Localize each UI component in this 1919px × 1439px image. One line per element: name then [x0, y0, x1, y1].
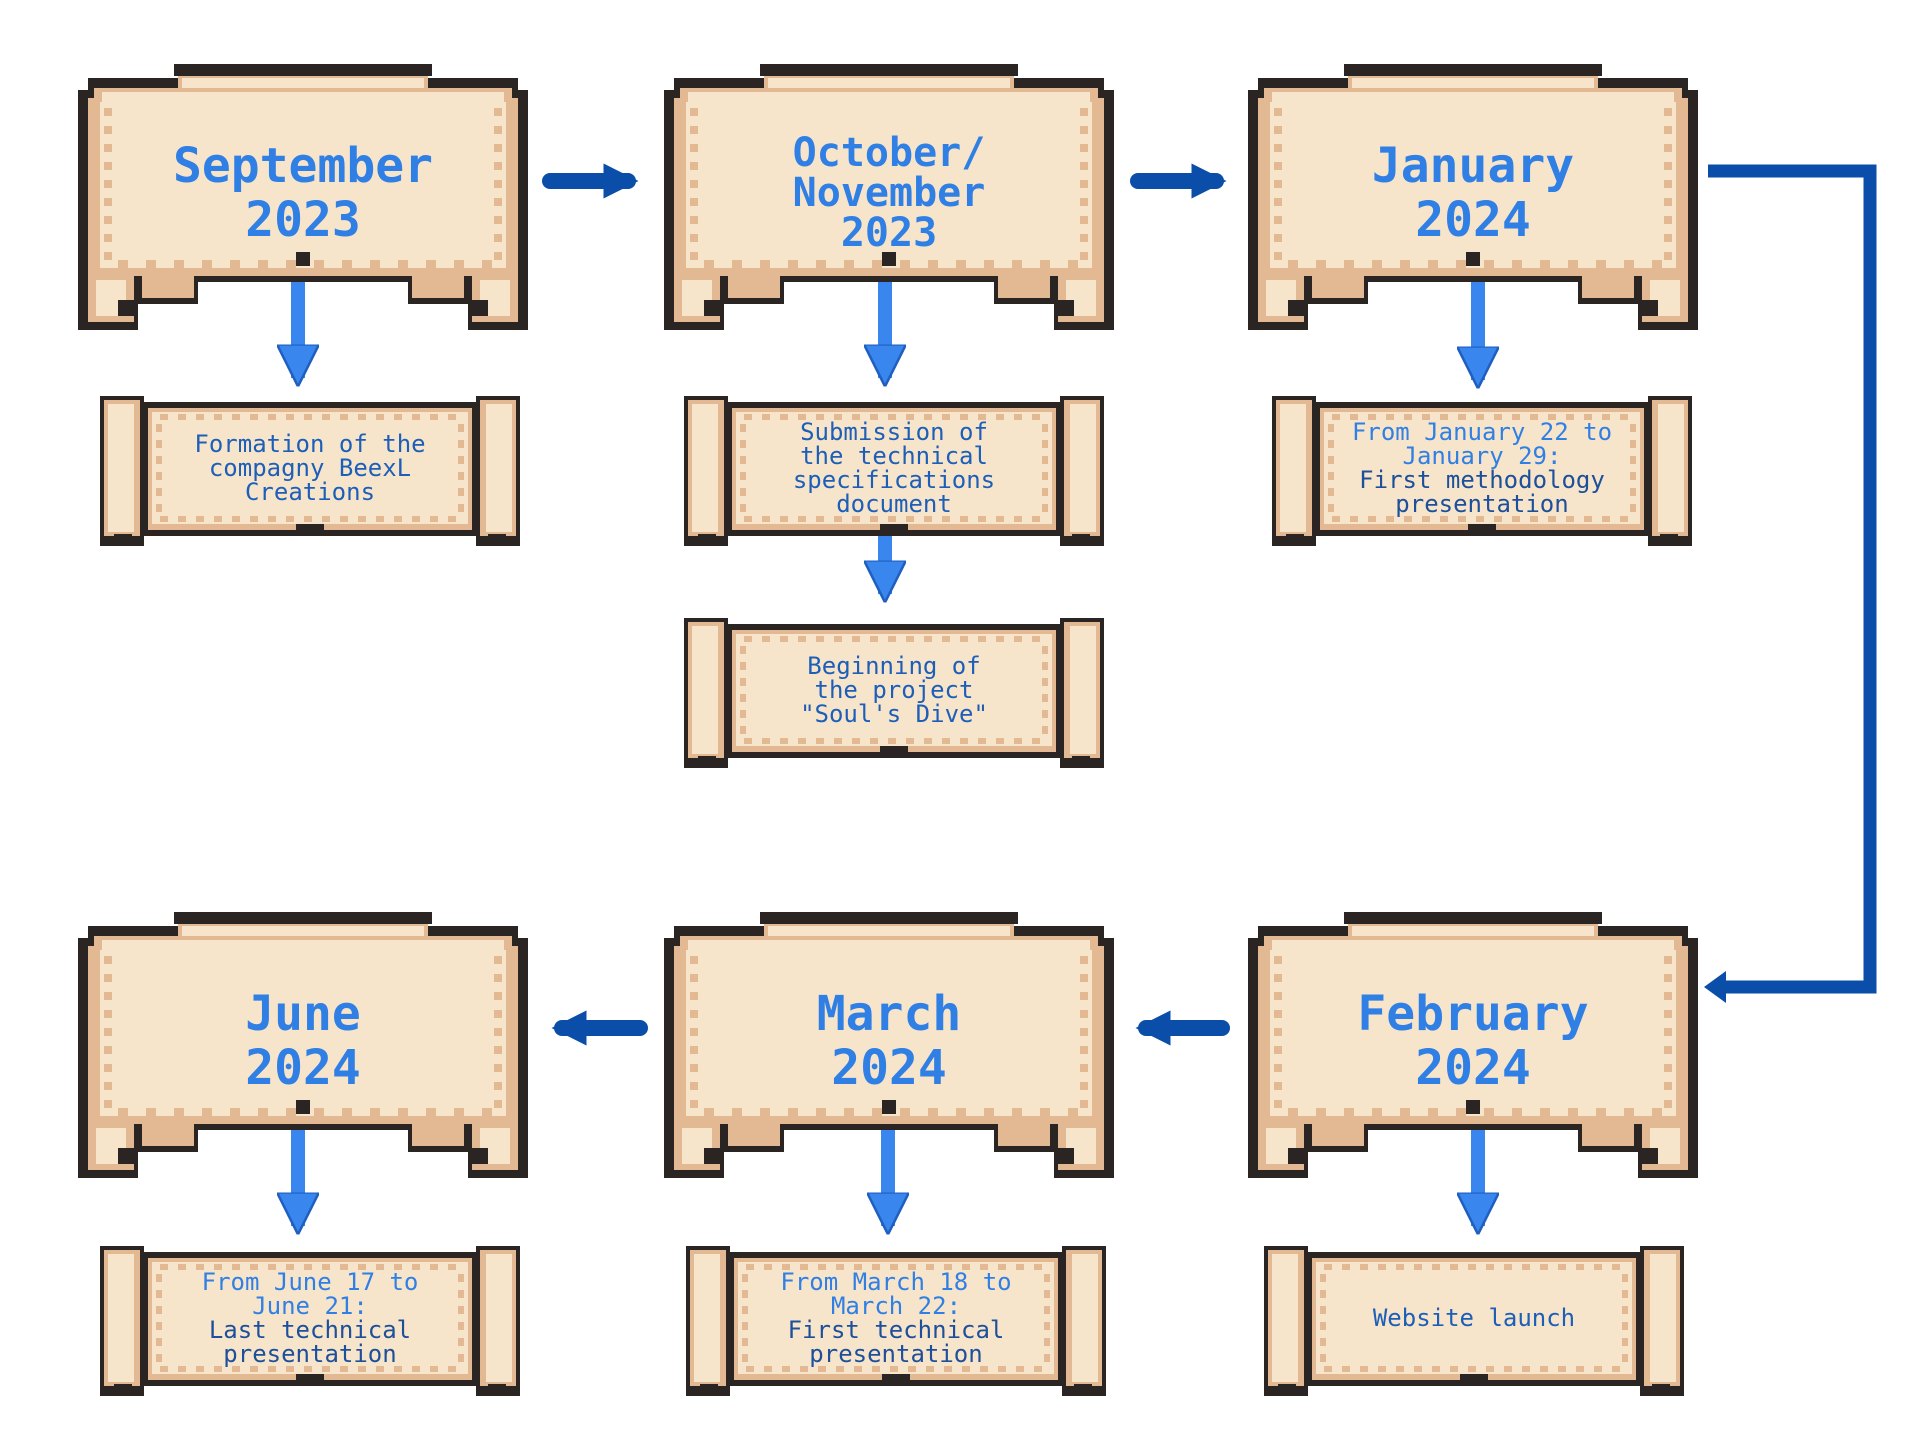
- milestone-title-line: November: [792, 170, 986, 216]
- milestone-title: January 2024: [1284, 104, 1662, 282]
- event-text-line: the project: [814, 676, 974, 704]
- event-text-line: compagny BeexL: [208, 454, 412, 482]
- milestone-title-line: October/: [792, 130, 986, 176]
- event-text: Beginning of the project "Soul's Dive": [742, 634, 1046, 746]
- event-note-jan-presentation: From January 22 to January 29: First met…: [1272, 396, 1692, 546]
- event-text-line: Creations: [244, 478, 376, 506]
- milestone-title-line: 2024: [245, 1040, 361, 1096]
- milestone-banner-sep-2023: September 2023: [78, 64, 528, 344]
- milestone-title-line: September: [172, 138, 434, 194]
- event-text-line: First methodology: [1359, 466, 1605, 494]
- event-note-spec-submission: Submission of the technical specificatio…: [684, 396, 1104, 546]
- milestone-title: June 2024: [114, 952, 492, 1130]
- event-text-line: presentation: [223, 1340, 397, 1368]
- milestone-title-line: January: [1371, 138, 1575, 194]
- event-text: Submission of the technical specificatio…: [742, 412, 1046, 524]
- milestone-banner-feb-2024: February 2024: [1248, 912, 1698, 1192]
- scroll-note-art: [100, 1246, 520, 1396]
- milestone-banner-mar-2024: March 2024: [664, 912, 1114, 1192]
- milestone-title: October/ November 2023: [700, 104, 1078, 282]
- event-text-line: presentation: [1395, 490, 1569, 518]
- event-text: From March 18 to March 22: First technic…: [744, 1262, 1048, 1374]
- event-text-line: Beginning of: [807, 652, 981, 680]
- scroll-banner-art: [1248, 912, 1698, 1178]
- event-text: From June 17 to June 21: Last technical …: [158, 1262, 462, 1374]
- event-text: Website launch: [1322, 1262, 1626, 1374]
- event-text-line: From March 18 to: [780, 1268, 1012, 1296]
- event-note-website-launch: Website launch: [1264, 1246, 1684, 1396]
- event-text-line: the technical: [800, 442, 988, 470]
- milestone-banner-jan-2024: January 2024: [1248, 64, 1698, 344]
- event-text-line: First technical: [787, 1316, 1005, 1344]
- scroll-banner-art: [1248, 64, 1698, 330]
- event-note-mar-presentation: From March 18 to March 22: First technic…: [686, 1246, 1106, 1396]
- milestone-title-line: 2024: [1415, 192, 1531, 248]
- milestone-title-line: February: [1357, 986, 1589, 1042]
- milestone-title-line: June: [245, 986, 361, 1042]
- event-text-line: Formation of the: [194, 430, 426, 458]
- scroll-banner-art: [664, 64, 1114, 330]
- scroll-note-art: [684, 618, 1104, 768]
- event-text-line: January 29:: [1402, 442, 1562, 470]
- milestone-banner-oct-nov-2023: October/ November 2023: [664, 64, 1114, 344]
- scroll-note-art: [1272, 396, 1692, 546]
- milestone-title-line: 2023: [840, 210, 938, 256]
- milestone-title-line: 2024: [1415, 1040, 1531, 1096]
- event-text-line: Submission of: [800, 418, 988, 446]
- event-text-line: Website launch: [1372, 1304, 1576, 1332]
- event-text-line: Last technical: [208, 1316, 412, 1344]
- event-text-line: "Soul's Dive": [800, 700, 988, 728]
- milestone-title-line: 2024: [831, 1040, 947, 1096]
- event-text-line: From June 17 to: [201, 1268, 419, 1296]
- milestone-banner-jun-2024: June 2024: [78, 912, 528, 1192]
- event-text-line: From January 22 to: [1351, 418, 1613, 446]
- scroll-note-art: [1264, 1246, 1684, 1396]
- scroll-banner-art: [664, 912, 1114, 1178]
- event-text: Formation of the compagny BeexL Creation…: [158, 412, 462, 524]
- event-text-line: document: [836, 490, 952, 518]
- milestone-title-line: March: [816, 986, 962, 1042]
- event-text-line: June 21:: [252, 1292, 368, 1320]
- event-note-project-start: Beginning of the project "Soul's Dive": [684, 618, 1104, 768]
- event-text-line: presentation: [809, 1340, 983, 1368]
- event-text-line: specifications: [792, 466, 996, 494]
- scroll-note-art: [686, 1246, 1106, 1396]
- event-note-jun-presentation: From June 17 to June 21: Last technical …: [100, 1246, 520, 1396]
- event-text-line: March 22:: [830, 1292, 962, 1320]
- milestone-title: September 2023: [114, 104, 492, 282]
- scroll-note-art: [100, 396, 520, 546]
- milestone-title: March 2024: [700, 952, 1078, 1130]
- event-note-company-formation: Formation of the compagny BeexL Creation…: [100, 396, 520, 546]
- milestone-title: February 2024: [1284, 952, 1662, 1130]
- milestone-title-line: 2023: [245, 192, 361, 248]
- scroll-banner-art: [78, 912, 528, 1178]
- scroll-note-art: [684, 396, 1104, 546]
- event-text: From January 22 to January 29: First met…: [1330, 412, 1634, 524]
- scroll-banner-art: [78, 64, 528, 330]
- connector-jan-to-feb: [1704, 164, 1877, 1003]
